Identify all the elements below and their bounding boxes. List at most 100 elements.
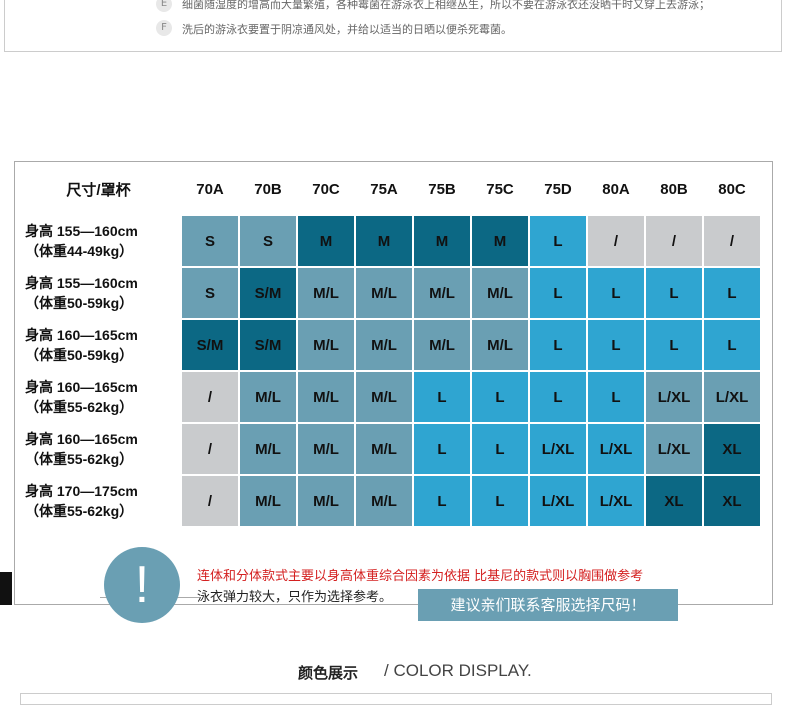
section-subtitle: / COLOR DISPLAY.	[384, 661, 532, 680]
size-cell: L/XL	[528, 422, 588, 476]
size-cell: L	[470, 474, 530, 528]
size-row: 身高 160—165cm （体重55-62kg） / M/L M/L M/L L L L L L/X…	[15, 370, 762, 424]
notice-red: 连体和分体款式主要以身高体重综合因素为依据 比基尼的款式则以胸围做参考	[197, 569, 644, 584]
contact-button[interactable]: 建议亲们联系客服选择尺码！	[418, 589, 678, 621]
size-cell: M/L	[354, 422, 414, 476]
size-cell: S	[238, 214, 298, 268]
row-label-line: （体重55-62kg）	[25, 399, 134, 415]
size-row: 身高 170—175cm （体重55-62kg） / M/L M/L M/L L L L/XL L…	[15, 474, 762, 528]
notice-text: 泳衣弹力较大，只作为选择参考。	[197, 590, 393, 605]
size-cell: M	[412, 214, 472, 268]
size-cell: M/L	[354, 318, 414, 372]
row-label: 身高 160—165cm （体重55-62kg）	[15, 422, 182, 476]
row-label: 身高 160—165cm （体重55-62kg）	[15, 370, 182, 424]
header-row: 尺寸/罩杯 70A 70B 70C 75A 75B 75C 75D 80A 80B 80C	[15, 162, 762, 216]
size-cell: /	[644, 214, 704, 268]
size-cell: XL	[702, 474, 762, 528]
size-cell: L	[470, 370, 530, 424]
column-header: 80A	[586, 162, 646, 216]
size-cell: M/L	[296, 474, 356, 528]
size-cell: M/L	[412, 318, 472, 372]
size-cell: L	[586, 370, 646, 424]
column-header: 70A	[180, 162, 240, 216]
size-cell: /	[180, 422, 240, 476]
size-table: 尺寸/罩杯 70A 70B 70C 75A 75B 75C 75D 80A 80B 80C 身高 15…	[15, 162, 762, 528]
row-label-line: 身高 155—160cm	[25, 223, 138, 239]
size-cell: L/XL	[528, 474, 588, 528]
row-label-line: 身高 160—165cm	[25, 379, 138, 395]
size-cell: M/L	[412, 266, 472, 320]
size-cell: M/L	[354, 266, 414, 320]
row-label-line: （体重50-59kg）	[25, 347, 134, 363]
row-label: 身高 155—160cm （体重44-49kg）	[15, 214, 182, 268]
row-label: 身高 170—175cm （体重55-62kg）	[15, 474, 182, 528]
size-cell: L/XL	[644, 422, 704, 476]
size-row: 身高 155—160cm （体重50-59kg） S S/M M/L M/L M/L M/L L…	[15, 266, 762, 320]
column-header: 75B	[412, 162, 472, 216]
size-cell: /	[586, 214, 646, 268]
size-cell: M	[470, 214, 530, 268]
size-cell: M/L	[238, 370, 298, 424]
size-cell: L	[702, 266, 762, 320]
size-cell: L	[470, 422, 530, 476]
column-header: 75C	[470, 162, 530, 216]
size-cell: XL	[702, 422, 762, 476]
row-label-line: （体重44-49kg）	[25, 243, 134, 259]
size-cell: M/L	[470, 266, 530, 320]
size-row: 身高 160—165cm （体重55-62kg） / M/L M/L M/L L L L/XL L…	[15, 422, 762, 476]
size-row: 身高 160—165cm （体重50-59kg） S/M S/M M/L M/L M/L M/…	[15, 318, 762, 372]
size-cell: S/M	[180, 318, 240, 372]
size-cell: L/XL	[702, 370, 762, 424]
next-panel	[20, 693, 772, 705]
size-cell: L	[702, 318, 762, 372]
row-label-line: 身高 155—160cm	[25, 275, 138, 291]
size-cell: S	[180, 266, 240, 320]
size-chart-frame	[14, 161, 773, 605]
section-title: 颜色展示	[298, 664, 359, 682]
size-cell: M/L	[470, 318, 530, 372]
size-cell: M/L	[296, 266, 356, 320]
size-cell: L	[412, 370, 472, 424]
row-label-line: （体重50-59kg）	[25, 295, 134, 311]
size-cell: S	[180, 214, 240, 268]
size-cell: /	[702, 214, 762, 268]
size-cell: /	[180, 370, 240, 424]
size-cell: L/XL	[586, 474, 646, 528]
size-cell: M/L	[238, 422, 298, 476]
size-cell: L	[586, 266, 646, 320]
tip-text: 洗后的游泳衣要置于阴凉通风处，并给以适当的日晒以便杀死霉菌。	[182, 23, 512, 36]
size-cell: L	[412, 474, 472, 528]
size-cell: XL	[644, 474, 704, 528]
tip-letter: F	[156, 20, 172, 36]
size-cell: L	[528, 214, 588, 268]
size-cell: L/XL	[586, 422, 646, 476]
size-cell: M	[354, 214, 414, 268]
column-header: 75A	[354, 162, 414, 216]
notice-icon: !	[104, 547, 180, 623]
column-header: 70C	[296, 162, 356, 216]
size-cell: L	[412, 422, 472, 476]
size-cell: L	[586, 318, 646, 372]
size-row: 身高 155—160cm （体重44-49kg） S S M M M M L / / /	[15, 214, 762, 268]
size-cell: /	[180, 474, 240, 528]
size-cell: L	[644, 318, 704, 372]
row-label-line: 身高 160—165cm	[25, 431, 138, 447]
row-label-line: （体重55-62kg）	[25, 451, 134, 467]
column-header: 75D	[528, 162, 588, 216]
corner-cell: 尺寸/罩杯	[15, 162, 182, 216]
size-cell: L/XL	[644, 370, 704, 424]
size-cell: L	[528, 266, 588, 320]
side-tab	[0, 572, 12, 605]
size-cell: S/M	[238, 266, 298, 320]
row-label-line: 身高 170—175cm	[25, 483, 138, 499]
size-cell: M/L	[296, 422, 356, 476]
size-cell: M/L	[296, 318, 356, 372]
size-cell: L	[644, 266, 704, 320]
column-header: 80B	[644, 162, 704, 216]
size-cell: M/L	[354, 370, 414, 424]
column-header: 70B	[238, 162, 298, 216]
size-cell: L	[528, 370, 588, 424]
column-header: 80C	[702, 162, 762, 216]
size-cell: M/L	[296, 370, 356, 424]
